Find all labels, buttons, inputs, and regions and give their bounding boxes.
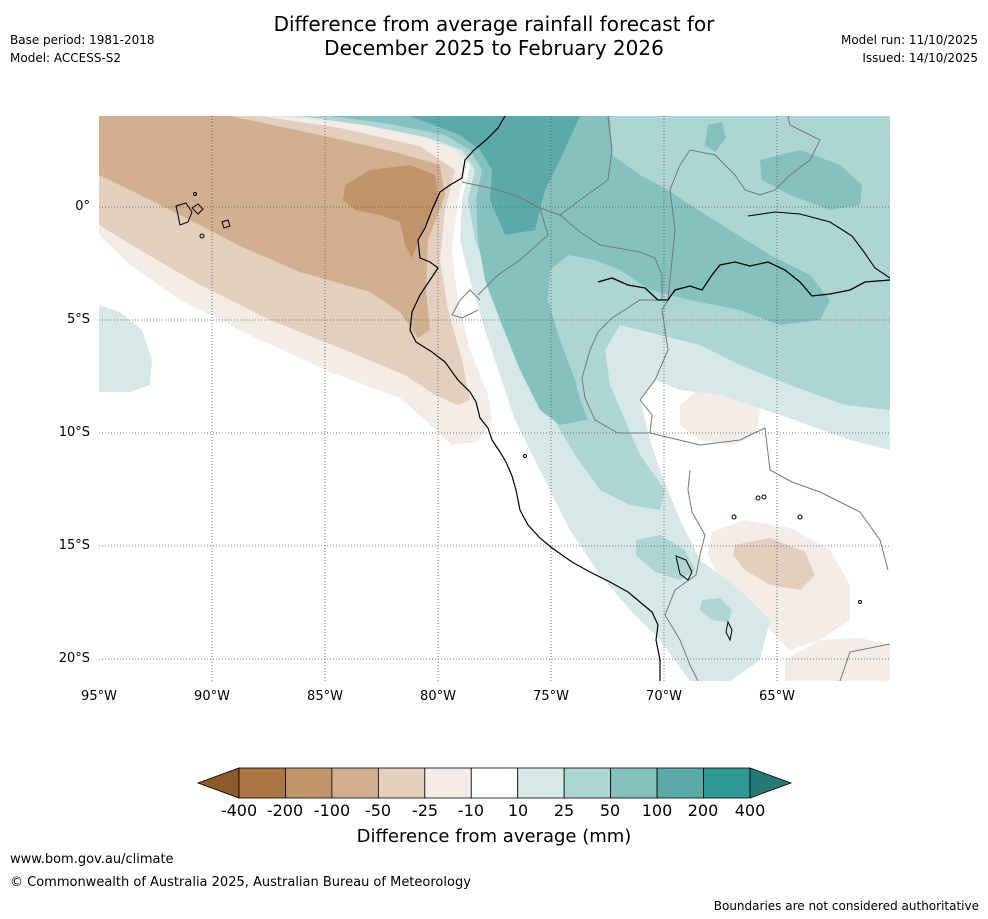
colorbar-swatch [285,767,333,799]
wet-anomaly-altiplano [700,598,732,622]
model-run-text: Model run: 11/10/2025 [840,33,978,47]
meta-left: Base period: 1981-2018 Model: ACCESS-S2 [10,31,155,67]
colorbar-extend-high [749,767,793,799]
issued-text: Issued: 14/10/2025 [862,51,978,65]
country-boundaries [451,116,890,681]
wet-anomaly-pacific-west [99,305,152,392]
footer-note: Boundaries are not considered authoritat… [713,899,979,913]
colorbar-tick: -10 [457,801,485,820]
lon-label-90w: 90°W [194,689,230,704]
amazon-river [597,261,890,301]
lat-label-5s: 5°S [66,312,90,327]
rio-negro [747,211,890,279]
wet-anomaly-north-spot [705,122,726,152]
dry-anomaly-band-50 [99,116,445,338]
wet-anomaly-band-100 [410,116,580,235]
colorbar-tick: -100 [313,801,351,820]
colorbar-ticks: -400 -200 -100 -50 -25 -10 10 25 50 100 … [0,801,988,823]
lon-label-80w: 80°W [420,689,456,704]
map-title: Difference from average rainfall forecas… [0,12,988,60]
lake-titicaca [675,555,693,581]
colorbar-tick: 400 [734,801,766,820]
colorbar-swatch [470,767,519,799]
dry-anomaly-bolivia-core [733,538,815,590]
colorbar-tick: 200 [687,801,719,820]
lat-label-15s: 15°S [58,538,90,553]
pacific-coastline [409,116,661,681]
title-line-2: December 2025 to February 2026 [324,36,664,60]
small-lakes [523,454,862,642]
colorbar-swatch [563,767,612,799]
base-period-text: Base period: 1981-2018 [10,33,155,47]
galapagos-islands [175,192,231,239]
colorbar-swatch [656,767,704,799]
colorbar-tick: 50 [599,801,621,820]
lat-label-10s: 10°S [58,425,90,440]
wet-anomaly-band-50 [330,116,830,425]
colorbar-swatch [331,767,379,799]
colorbar-swatch [610,767,658,799]
colorbar-extend-low [196,767,240,799]
colorbar-swatch [424,767,472,799]
colorbar-swatch [703,767,751,799]
colorbar-tick: -400 [220,801,258,820]
title-line-1: Difference from average rainfall forecas… [273,12,715,36]
colorbar-tick: -50 [364,801,392,820]
colorbar-tick: 25 [553,801,575,820]
footer-copyright: © Commonwealth of Australia 2025, Austra… [10,875,471,890]
colorbar-title: Difference from average (mm) [356,826,632,847]
lon-label-70w: 70°W [646,689,682,704]
colorbar-tick: 100 [641,801,673,820]
wet-anomaly-coast-strip [500,250,588,422]
model-text: Model: ACCESS-S2 [10,51,122,65]
dry-anomaly-peru-east [680,388,760,445]
colorbar [196,767,793,799]
lon-label-95w: 95°W [81,689,117,704]
footer-url: www.bom.gov.au/climate [10,852,174,867]
lat-label-20s: 20°S [58,651,90,666]
wet-anomaly-titicaca [636,535,695,580]
colorbar-swatch [377,767,426,799]
lon-label-65w: 65°W [759,689,795,704]
colorbar-tick: -200 [266,801,304,820]
meta-right: Model run: 11/10/2025 Issued: 14/10/2025 [841,31,978,67]
colorbar-tick: -25 [411,801,439,820]
graticule [99,116,890,681]
colorbar-tick: 10 [507,801,529,820]
wet-anomaly-band-25 [300,116,890,510]
dry-anomaly-band-100 [343,165,438,258]
colorbar-swatch [517,767,565,799]
lon-label-85w: 85°W [307,689,343,704]
colorbar-swatch [238,767,286,799]
wet-anomaly-north-east [760,150,862,210]
lon-label-75w: 75°W [533,689,569,704]
lat-label-0: 0° [75,199,90,214]
